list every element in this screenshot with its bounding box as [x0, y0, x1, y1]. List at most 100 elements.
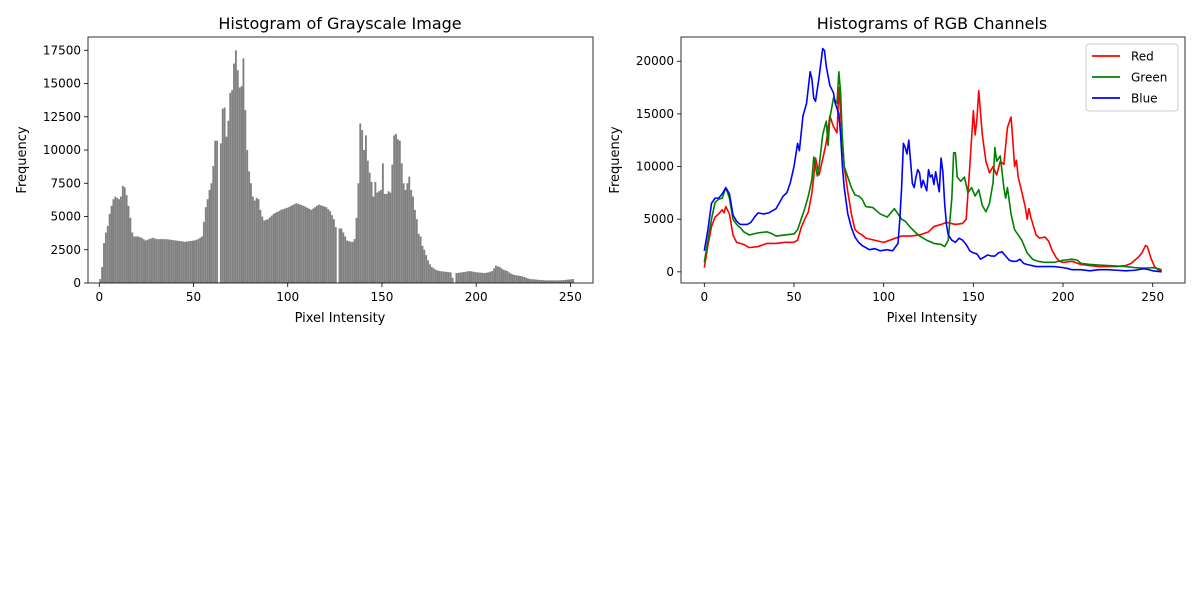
histogram-bar	[383, 193, 386, 283]
histogram-bar	[170, 239, 173, 283]
histogram-bar	[110, 205, 113, 283]
histogram-bar	[272, 213, 275, 283]
histogram-bar	[125, 195, 128, 283]
rgb-x-axis-ticks: 0 50 100 150 200 250	[700, 283, 1164, 304]
histogram-bar	[197, 239, 200, 283]
histogram-bar	[136, 236, 139, 283]
histogram-bar	[331, 215, 333, 283]
histogram-bar	[470, 271, 473, 283]
histogram-bar	[182, 241, 185, 283]
histogram-bar	[446, 271, 448, 283]
histogram-bar	[265, 219, 267, 283]
histogram-bar	[121, 185, 124, 283]
histogram-bar	[387, 191, 390, 283]
histogram-bar	[112, 199, 115, 283]
histogram-bar	[521, 276, 524, 283]
histogram-bar	[530, 279, 533, 283]
histogram-bar	[316, 205, 318, 283]
histogram-bar	[244, 110, 247, 283]
histogram-bar	[385, 193, 388, 283]
histogram-bar	[549, 280, 552, 283]
histogram-bar	[551, 280, 554, 283]
histogram-bar	[496, 266, 499, 283]
histogram-bar	[223, 107, 226, 283]
rgb-x-axis-label: Pixel Intensity	[887, 311, 978, 326]
histogram-bar	[461, 272, 463, 283]
y-tick-label: 0	[666, 265, 674, 279]
histogram-bar	[332, 219, 335, 283]
histogram-bar	[532, 279, 535, 283]
histogram-bar	[511, 274, 514, 283]
histogram-bar	[444, 271, 446, 283]
histogram-bar	[372, 196, 375, 283]
histogram-bar	[321, 205, 324, 283]
histogram-bar	[359, 123, 362, 284]
y-tick-label: 2500	[50, 243, 81, 257]
histogram-bar	[116, 197, 119, 283]
histogram-bar	[310, 209, 313, 283]
y-tick-label: 15000	[43, 77, 81, 91]
histogram-bar	[261, 216, 264, 283]
histogram-bar	[365, 135, 367, 283]
histogram-bar	[180, 241, 183, 283]
histogram-bar	[300, 205, 303, 283]
histogram-bar	[325, 207, 328, 283]
histogram-bar	[557, 280, 560, 283]
histogram-bar	[201, 236, 203, 283]
histogram-bar	[348, 241, 350, 283]
histogram-bar	[423, 249, 426, 283]
x-tick-label: 50	[186, 290, 201, 304]
histogram-bar	[157, 239, 160, 283]
histogram-bar	[457, 272, 460, 283]
histogram-bar	[123, 187, 126, 283]
histogram-bar	[299, 204, 301, 283]
histogram-bar	[140, 237, 143, 283]
histogram-bar	[553, 280, 556, 283]
y-tick-label: 5000	[50, 210, 81, 224]
histogram-bar	[351, 241, 354, 283]
histogram-bar	[103, 243, 105, 283]
histogram-bar	[240, 86, 243, 283]
y-tick-label: 20000	[636, 54, 674, 68]
histogram-bar	[104, 232, 107, 283]
histogram-bar	[153, 238, 156, 283]
histogram-bar	[278, 210, 281, 283]
y-tick-label: 10000	[636, 160, 674, 174]
histogram-bar	[131, 232, 134, 283]
histogram-bar	[319, 205, 322, 283]
histogram-bar	[517, 275, 520, 283]
histogram-bar	[255, 197, 258, 283]
histogram-bar	[397, 139, 399, 283]
histogram-bar	[338, 228, 341, 283]
x-tick-label: 200	[1052, 290, 1075, 304]
histogram-bar	[142, 239, 145, 283]
histogram-bar	[280, 209, 283, 283]
histogram-bar	[176, 240, 179, 283]
histogram-bar	[340, 228, 343, 283]
histogram-bar	[293, 204, 296, 283]
histogram-bar	[528, 279, 531, 283]
x-tick-label: 150	[962, 290, 985, 304]
histogram-bar	[391, 164, 394, 283]
histogram-bar	[327, 209, 330, 283]
red-channel-line	[703, 86, 1162, 272]
histogram-bar	[513, 275, 516, 283]
grayscale-y-axis-label: Frequency	[15, 126, 30, 193]
histogram-bar	[251, 196, 254, 283]
histogram-bar	[242, 58, 245, 283]
histogram-bar	[508, 272, 511, 283]
histogram-bar	[472, 271, 475, 283]
histogram-bar	[144, 240, 147, 283]
rgb-histogram-chart: Histograms of RGB Channels 0 50 100 150 200 2…	[608, 14, 1186, 326]
histogram-bar	[167, 239, 169, 283]
histogram-bar	[234, 50, 237, 283]
histogram-bar	[564, 279, 567, 283]
histogram-bar	[314, 207, 316, 283]
histogram-bar	[248, 171, 251, 283]
histogram-bar	[545, 280, 548, 283]
histogram-bar	[413, 209, 416, 283]
histogram-bar	[118, 199, 120, 283]
histogram-bar	[429, 264, 431, 283]
x-tick-label: 50	[786, 290, 801, 304]
histogram-bar	[357, 183, 360, 283]
